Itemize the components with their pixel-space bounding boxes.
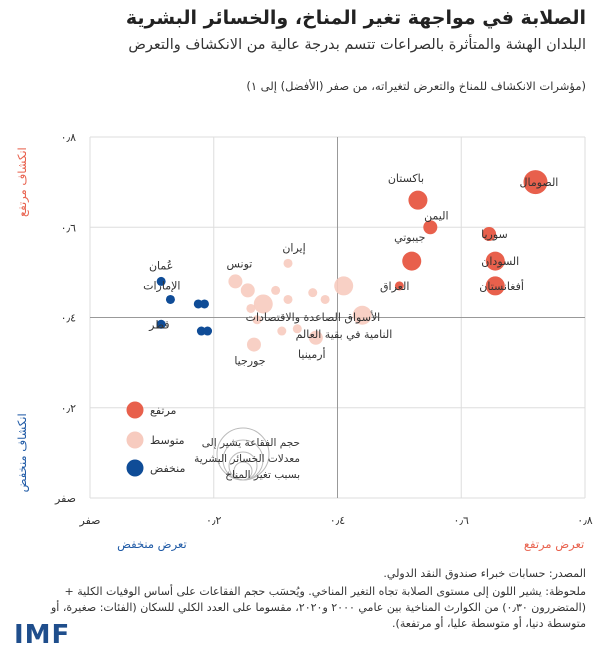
- axis-titles: تعرض منخفض تعرض مرتفع انكشاف مرتفع انكشاف م…: [15, 147, 584, 552]
- y-tick-label: ٠٫٤: [61, 312, 76, 325]
- data-point: [246, 337, 261, 352]
- data-point: [246, 303, 256, 313]
- data-point: [320, 294, 330, 304]
- x-axis-title-high: تعرض مرتفع: [524, 537, 584, 552]
- x-axis-title-low: تعرض منخفض: [117, 537, 187, 552]
- point-label: الإمارات: [143, 279, 180, 292]
- source-note: المصدر: حسابات خبراء صندوق النقد الدولي.: [383, 567, 586, 580]
- data-point: [283, 294, 293, 304]
- point-label: تونس: [226, 257, 252, 270]
- legend: مرتفع متوسط منخفض حجم الفقاعة يشير إلى معدلا…: [126, 401, 300, 481]
- data-point: [283, 258, 293, 268]
- data-point: [308, 288, 318, 298]
- data-point: [352, 305, 372, 325]
- data-point: [482, 227, 497, 242]
- point-label: سوريا: [481, 228, 508, 241]
- methodology-note: ملحوظة: يشير اللون إلى مستوى الصلابة تجا…: [51, 585, 586, 630]
- data-point: [408, 190, 428, 210]
- y-axis-title-low: انكشاف منخفض: [15, 413, 30, 492]
- point-labels: الصومال باكستان اليمن سوريا جيبوتي السودان الع…: [143, 172, 558, 367]
- point-label-emde-line2: النامية في بقية العالم: [296, 328, 393, 341]
- label-leader-line: [372, 314, 379, 318]
- data-point: [156, 319, 166, 329]
- legend-swatch-high: [126, 401, 144, 419]
- point-label: الصومال: [520, 176, 559, 189]
- size-legend-note-line: معدلات الخسائر البشرية: [194, 453, 300, 465]
- chart-subtitle: البلدان الهشة والمتأثرة بالصراعات تتسم ب…: [128, 37, 586, 53]
- size-legend-note-line: بسبب تغير المناخ: [225, 469, 300, 481]
- point-label: عُمان: [149, 259, 173, 272]
- point-label: إيران: [282, 241, 305, 254]
- point-label: قطر: [148, 318, 169, 331]
- legend-label-high: مرتفع: [150, 404, 177, 417]
- data-point: [156, 276, 166, 286]
- data-point: [423, 220, 438, 235]
- data-point: [523, 170, 548, 195]
- x-tick-label: صفر: [79, 514, 101, 527]
- point-label: اليمن: [424, 209, 448, 222]
- data-point: [199, 299, 209, 309]
- data-point: [240, 283, 255, 298]
- data-points: [156, 170, 548, 352]
- point-label: باكستان: [388, 172, 424, 185]
- x-tick-label: ٠٫٤: [330, 514, 345, 527]
- y-tick-label: ٠٫٦: [61, 221, 76, 234]
- y-tick-label: صفر: [54, 492, 76, 505]
- x-tick-label: ٠٫٨: [577, 514, 592, 527]
- reference-lines: [90, 137, 585, 498]
- data-point: [271, 285, 281, 295]
- point-label: جيبوتي: [394, 231, 425, 244]
- scatter-chart: صفر ٠٫٢ ٠٫٤ ٠٫٦ ٠٫٨ صفر ٠٫٢ ٠٫٤ ٠٫٦ ٠٫٨ الصومال با…: [15, 131, 593, 552]
- axis-ticks: صفر ٠٫٢ ٠٫٤ ٠٫٦ ٠٫٨ صفر ٠٫٢ ٠٫٤ ٠٫٦ ٠٫٨: [54, 131, 593, 527]
- data-point: [203, 326, 213, 336]
- data-point: [253, 294, 273, 314]
- y-tick-label: ٠٫٢: [61, 402, 76, 415]
- point-label: السودان: [481, 255, 519, 268]
- y-axis-title-high: انكشاف مرتفع: [15, 147, 30, 217]
- legend-swatch-medium: [126, 431, 144, 449]
- data-point: [165, 294, 175, 304]
- size-legend-circle: [233, 461, 253, 481]
- legend-label-medium: متوسط: [150, 434, 185, 447]
- data-point: [252, 315, 262, 325]
- legend-label-low: منخفض: [150, 462, 185, 475]
- imf-logo: IMF: [14, 620, 71, 650]
- x-tick-label: ٠٫٢: [206, 514, 221, 527]
- legend-swatch-low: [126, 459, 144, 477]
- point-label: جورجيا: [234, 355, 265, 368]
- data-point: [485, 251, 505, 271]
- size-legend-note-line: حجم الفقاعة يشير إلى: [202, 437, 300, 449]
- data-point: [394, 281, 404, 291]
- point-label-emde-line1: الأسواق الصاعدة والاقتصادات: [246, 310, 381, 324]
- data-point: [196, 326, 206, 336]
- data-point: [485, 276, 505, 296]
- data-point: [308, 330, 323, 345]
- data-point: [334, 276, 354, 296]
- chart-title: الصلابة في مواجهة تغير المناخ، والخسائر …: [125, 7, 586, 29]
- data-point: [292, 324, 302, 334]
- point-label: أفغانستان: [479, 279, 524, 293]
- y-tick-label: ٠٫٨: [61, 131, 76, 144]
- chart-unit-note: (مؤشرات الانكشاف للمناخ والتعرض لتغيراته…: [246, 79, 586, 93]
- data-point: [193, 299, 203, 309]
- data-point: [228, 274, 243, 289]
- x-tick-label: ٠٫٦: [454, 514, 469, 527]
- point-label: العراق: [380, 280, 409, 293]
- data-point: [402, 251, 422, 271]
- data-point: [277, 326, 287, 336]
- point-label: أرمينيا: [298, 347, 326, 361]
